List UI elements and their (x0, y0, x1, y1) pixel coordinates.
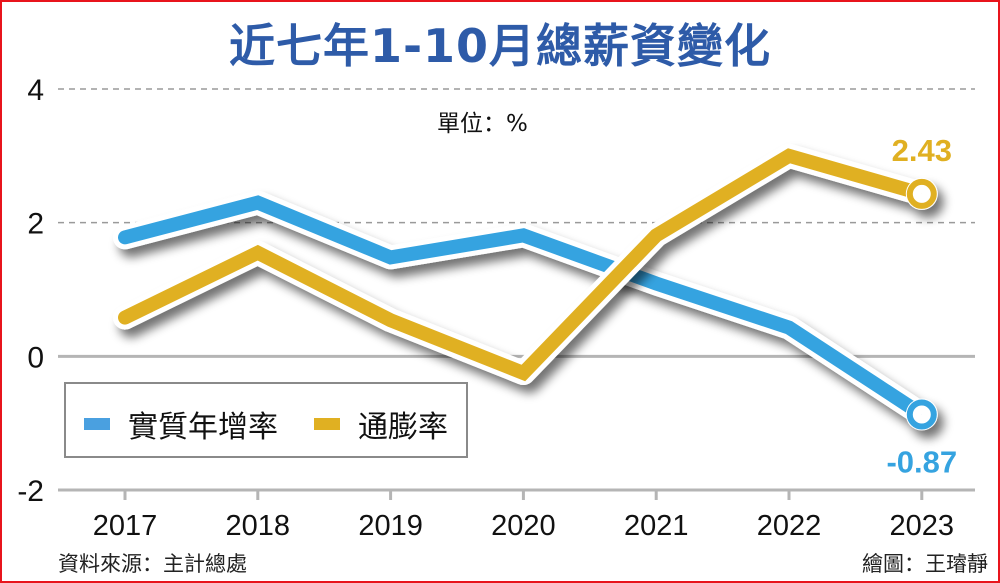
x-tick-label: 2017 (93, 510, 158, 542)
x-axis: 2017 2018 2019 2020 2021 2022 2023 (93, 490, 954, 542)
data-labels: -0.87 2.43 (886, 133, 957, 480)
unit-label: 單位：% (437, 111, 528, 137)
y-tick-label: 4 (27, 74, 44, 107)
x-tick-label: 2019 (358, 510, 423, 542)
credit-note: 繪圖：王璿靜 (862, 552, 988, 576)
y-axis: 4 2 0 -2 (17, 74, 44, 508)
source-note: 資料來源：主計總處 (58, 552, 247, 576)
end-value-label: -0.87 (886, 444, 957, 479)
series-group (113, 143, 938, 431)
legend-label: 通膨率 (358, 410, 448, 445)
x-tick-label: 2018 (226, 510, 291, 542)
x-tick-label: 2022 (757, 510, 822, 542)
x-tick-label: 2020 (491, 510, 556, 542)
y-tick-label: -2 (17, 475, 44, 508)
legend-label: 實質年增率 (128, 410, 278, 445)
end-value-label: 2.43 (892, 133, 952, 168)
x-tick-label: 2021 (624, 510, 689, 542)
legend-item-real-growth: 實質年增率 (84, 402, 278, 446)
chart-title: 近七年1-10月總薪資變化 (228, 19, 772, 73)
y-tick-label: 0 (27, 341, 44, 374)
legend-item-inflation: 通膨率 (314, 402, 448, 446)
y-tick-label: 2 (27, 208, 44, 241)
legend-swatch-yellow (314, 418, 340, 430)
legend: 實質年增率 通膨率 (64, 382, 468, 458)
legend-swatch-blue (84, 418, 110, 430)
x-tick-label: 2023 (890, 510, 955, 542)
